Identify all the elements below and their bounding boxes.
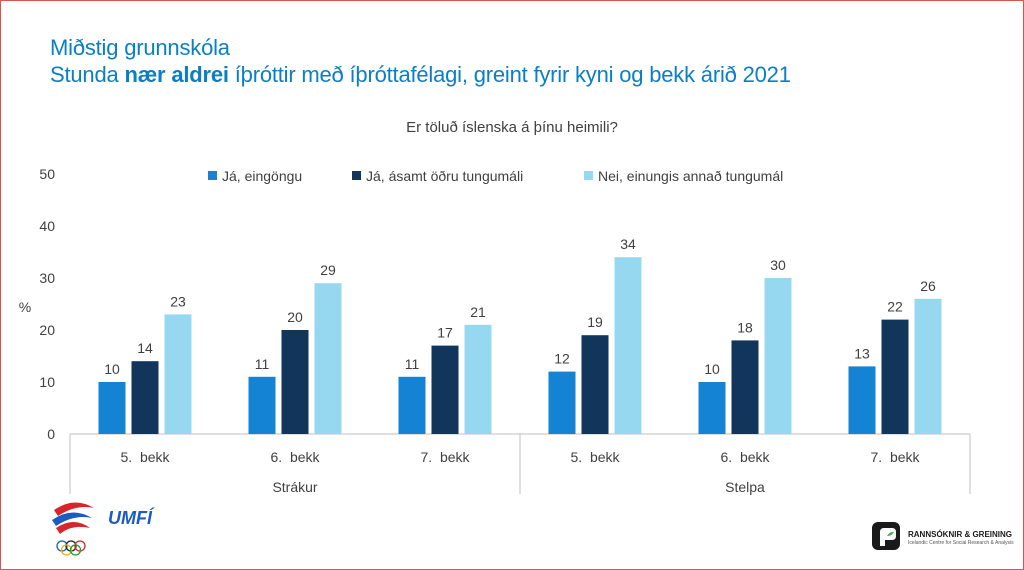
bar-3-1 (164, 314, 192, 434)
y-tick-label: 20 (39, 322, 55, 338)
bar-2-5 (731, 340, 759, 434)
chart-title: Er töluð íslenska á þínu heimili? (406, 119, 618, 136)
data-label: 18 (737, 319, 753, 335)
y-tick-label: 10 (39, 374, 55, 390)
data-label: 23 (170, 293, 186, 309)
data-label: 21 (470, 304, 486, 320)
rannsoknir-greining-logo: RANNSÓKNIR & GREINING Icelandic Centre f… (870, 520, 1020, 560)
x-tick-label: 7. bekk (420, 449, 470, 465)
y-tick-label: 40 (39, 218, 55, 234)
group-label: Stelpa (725, 479, 765, 495)
bar-2-2 (281, 330, 309, 434)
data-label: 17 (437, 325, 453, 341)
y-axis-label: % (19, 299, 31, 315)
bar-2-1 (131, 361, 159, 434)
x-tick-label: 5. bekk (120, 449, 170, 465)
x-tick-label: 7. bekk (870, 449, 920, 465)
bar-2-4 (581, 335, 609, 434)
bar-2-6 (881, 319, 909, 434)
data-label: 11 (405, 356, 420, 372)
data-label: 19 (587, 314, 603, 330)
bar-1-6 (848, 366, 876, 434)
umfi-logo: UMFÍ (46, 498, 166, 558)
x-tick-label: 5. bekk (570, 449, 620, 465)
title-suffix: íþróttir með íþróttafélagi, greint fyrir… (228, 62, 791, 87)
data-label: 30 (770, 257, 786, 273)
bar-1-5 (698, 382, 726, 434)
data-label: 14 (137, 340, 153, 356)
title-emphasis: nær aldrei (124, 62, 229, 87)
data-label: 11 (255, 356, 270, 372)
x-tick-label: 6. bekk (720, 449, 770, 465)
data-label: 29 (320, 262, 336, 278)
slide-title: Miðstig grunnskóla Stunda nær aldrei íþr… (50, 34, 791, 88)
bar-2-3 (431, 345, 459, 434)
rog-emblem-icon (872, 522, 900, 550)
bar-3-4 (614, 257, 642, 434)
bar-3-2 (314, 283, 342, 434)
legend-swatch (584, 171, 593, 180)
group-label: Strákur (272, 479, 317, 495)
bar-3-6 (914, 298, 942, 434)
title-line-1: Miðstig grunnskóla (50, 35, 230, 60)
data-label: 34 (620, 236, 636, 252)
rog-logo-name: RANNSÓKNIR & GREINING (908, 530, 1013, 539)
y-tick-label: 0 (47, 426, 55, 442)
legend-label: Já, eingöngu (222, 168, 302, 184)
y-tick-label: 30 (39, 270, 55, 286)
y-tick-label: 50 (39, 166, 55, 182)
bar-1-4 (548, 371, 576, 434)
bar-3-5 (764, 278, 792, 434)
x-tick-label: 6. bekk (270, 449, 320, 465)
legend-swatch (352, 171, 361, 180)
data-label: 20 (287, 309, 303, 325)
data-label: 26 (920, 278, 936, 294)
title-prefix: Stunda (50, 62, 125, 87)
legend-label: Nei, einungis annað tungumál (598, 168, 783, 184)
bar-3-3 (464, 324, 492, 434)
bar-1-3 (398, 376, 426, 434)
rog-logo-subtitle: Icelandic Centre for Social Research & A… (908, 540, 1014, 546)
umfi-logo-text: UMFÍ (108, 508, 152, 528)
data-label: 10 (104, 361, 120, 377)
legend-swatch (208, 171, 217, 180)
title-line-2: Stunda nær aldrei íþróttir með íþróttafé… (50, 61, 791, 88)
data-label: 12 (554, 351, 570, 367)
legend-label: Já, ásamt öðru tungumáli (366, 168, 523, 184)
data-label: 13 (854, 345, 870, 361)
bar-1-2 (248, 376, 276, 434)
data-label: 22 (887, 299, 903, 315)
data-label: 10 (704, 361, 720, 377)
umfi-emblem-icon (52, 502, 94, 556)
bar-1-1 (98, 382, 126, 434)
